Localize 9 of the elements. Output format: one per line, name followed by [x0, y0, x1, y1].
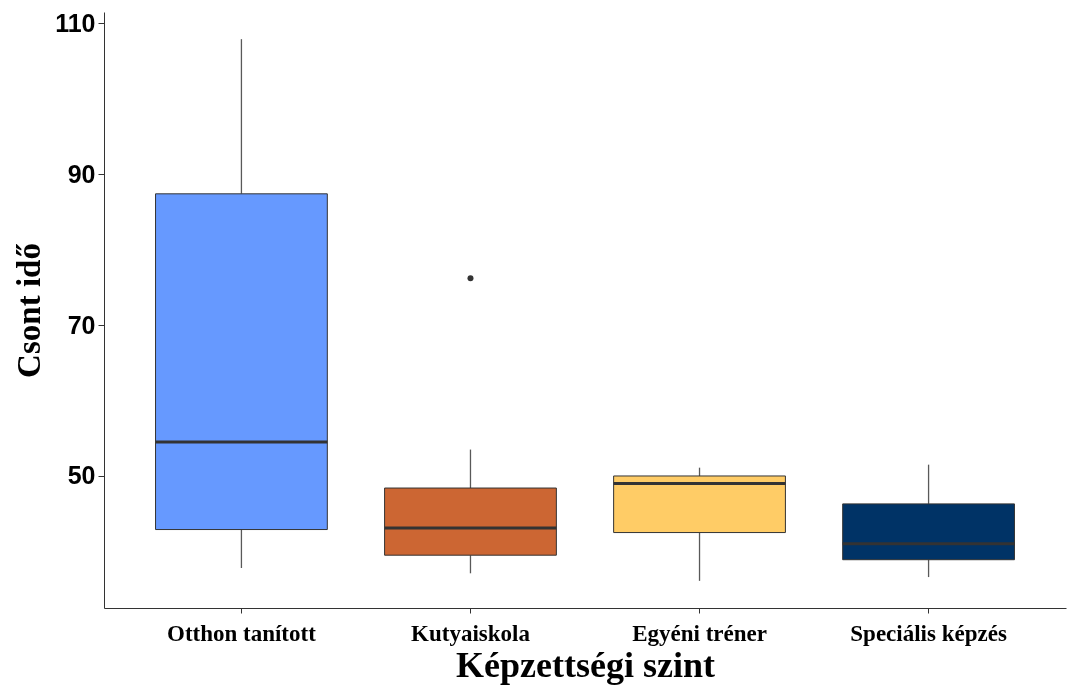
y-tick-label: 90 — [67, 159, 96, 188]
x-tick-label: Speciális képzés — [850, 620, 1007, 646]
y-axis-title: Csont idő — [11, 243, 48, 378]
y-tick-label: 70 — [67, 310, 96, 339]
y-tick-label: 110 — [55, 8, 96, 37]
y-tick-label: 50 — [67, 461, 96, 490]
x-tick-label: Otthon tanított — [166, 620, 317, 646]
x-tick-label: Egyéni tréner — [632, 620, 767, 646]
x-tick-label: Kutyaiskola — [411, 620, 531, 646]
